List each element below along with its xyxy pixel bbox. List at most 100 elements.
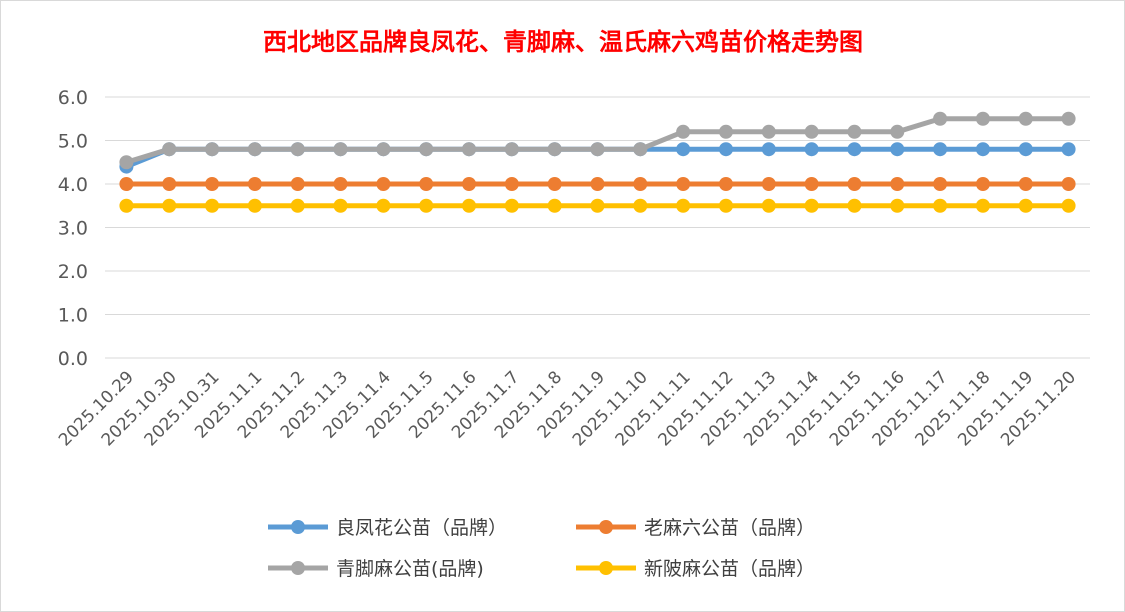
- data-point: [1061, 198, 1076, 213]
- data-point: [119, 198, 134, 213]
- y-tick-label: 4.0: [58, 174, 88, 196]
- data-point: [547, 177, 562, 191]
- data-point: [890, 142, 905, 157]
- data-point: [376, 142, 391, 157]
- data-point: [504, 177, 519, 191]
- y-tick-label: 2.0: [58, 261, 88, 283]
- data-point: [676, 198, 691, 213]
- data-point: [1018, 198, 1033, 213]
- series-3: [119, 198, 1076, 213]
- data-point: [718, 124, 733, 139]
- data-point: [761, 177, 776, 191]
- data-point: [119, 155, 134, 170]
- data-point: [804, 198, 819, 213]
- data-point: [847, 198, 862, 213]
- data-point: [119, 177, 134, 191]
- data-point: [676, 142, 691, 157]
- data-point: [504, 142, 519, 157]
- data-point: [804, 177, 819, 191]
- data-point: [162, 177, 177, 191]
- data-point: [247, 177, 262, 191]
- y-tick-label: 0.0: [58, 348, 88, 370]
- legend-item: 青脚麻公苗(品牌): [268, 558, 484, 580]
- y-tick-label: 6.0: [58, 87, 88, 109]
- series-2: [119, 111, 1076, 170]
- legend-label: 青脚麻公苗(品牌): [336, 558, 484, 580]
- data-point: [162, 198, 177, 213]
- series-1: [119, 177, 1076, 191]
- data-point: [633, 198, 648, 213]
- data-point: [590, 177, 605, 191]
- data-point: [247, 142, 262, 157]
- legend-marker: [291, 561, 305, 575]
- data-point: [975, 142, 990, 157]
- legend-marker: [599, 520, 613, 534]
- data-point: [333, 177, 348, 191]
- data-point: [1018, 111, 1033, 126]
- data-point: [718, 177, 733, 191]
- data-point: [462, 142, 477, 157]
- data-point: [718, 142, 733, 157]
- data-point: [975, 111, 990, 126]
- data-point: [761, 124, 776, 139]
- data-point: [1061, 177, 1076, 191]
- data-point: [718, 198, 733, 213]
- data-point: [1018, 177, 1033, 191]
- data-point: [1061, 142, 1076, 157]
- data-point: [462, 177, 477, 191]
- data-point: [290, 177, 305, 191]
- data-point: [590, 142, 605, 157]
- data-point: [761, 198, 776, 213]
- legend-item: 良凤花公苗（品牌）: [268, 517, 507, 539]
- data-point: [804, 124, 819, 139]
- data-point: [847, 177, 862, 191]
- data-point: [633, 142, 648, 157]
- legend: 良凤花公苗（品牌） 老麻六公苗（品牌） 青脚麻公苗(品牌) 新陂麻公苗（品牌）: [268, 517, 815, 580]
- legend-item: 新陂麻公苗（品牌）: [576, 558, 815, 580]
- data-point: [847, 142, 862, 157]
- legend-label: 良凤花公苗（品牌）: [336, 517, 507, 539]
- legend-marker: [291, 520, 305, 534]
- data-point: [419, 177, 434, 191]
- data-point: [933, 177, 948, 191]
- data-point: [847, 124, 862, 139]
- y-tick-label: 3.0: [58, 218, 88, 240]
- data-point: [419, 198, 434, 213]
- y-axis-ticks: 0.0 1.0 2.0 3.0 4.0 5.0 6.0: [58, 87, 88, 370]
- data-point: [975, 177, 990, 191]
- data-point: [419, 142, 434, 157]
- data-point: [162, 142, 177, 157]
- data-point: [247, 198, 262, 213]
- data-point: [890, 198, 905, 213]
- data-point: [333, 198, 348, 213]
- data-point: [205, 177, 220, 191]
- data-point: [1061, 111, 1076, 126]
- data-point: [205, 142, 220, 157]
- data-point: [975, 198, 990, 213]
- data-point: [205, 198, 220, 213]
- data-point: [333, 142, 348, 157]
- data-point: [290, 142, 305, 157]
- data-point: [890, 177, 905, 191]
- data-point: [676, 177, 691, 191]
- data-point: [590, 198, 605, 213]
- data-point: [933, 142, 948, 157]
- data-point: [633, 177, 648, 191]
- chart-title: 西北地区品牌良凤花、青脚麻、温氏麻六鸡苗价格走势图: [263, 27, 863, 56]
- data-point: [1018, 142, 1033, 157]
- data-point: [290, 198, 305, 213]
- data-point: [804, 142, 819, 157]
- data-point: [462, 198, 477, 213]
- data-point: [761, 142, 776, 157]
- data-point: [890, 124, 905, 139]
- legend-label: 新陂麻公苗（品牌）: [644, 558, 815, 580]
- data-point: [933, 198, 948, 213]
- data-point: [504, 198, 519, 213]
- series-group: [119, 111, 1076, 213]
- data-point: [676, 124, 691, 139]
- legend-marker: [599, 561, 613, 575]
- y-tick-label: 5.0: [58, 131, 88, 153]
